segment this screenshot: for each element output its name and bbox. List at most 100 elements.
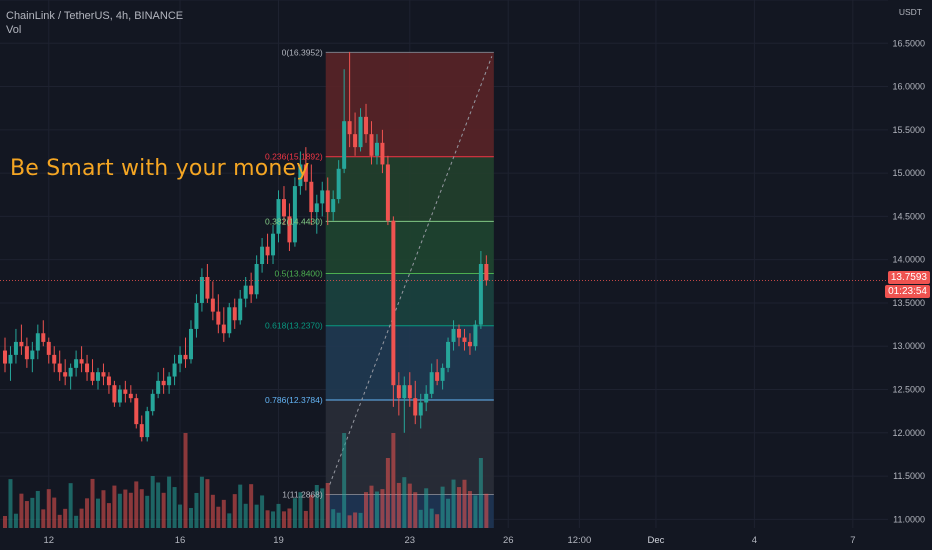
candle-body [353,134,358,148]
volume-bar [41,509,46,528]
candle [30,341,35,373]
candle-body [347,121,352,135]
candle-body [380,142,385,165]
volume-bar [364,492,369,528]
candle [188,320,193,364]
candle [342,69,347,174]
volume-bar [429,508,434,528]
candle [320,181,325,217]
candle [281,186,286,226]
candle-body [336,168,341,200]
fib-zone [325,400,494,495]
volume-bar [227,513,232,528]
price-tick-label: 15.0000 [892,168,925,178]
candle [210,281,215,321]
volume-indicator-label[interactable]: Vol [6,24,22,36]
candle-body [276,199,281,234]
candle [276,190,281,243]
candle-body [139,424,144,438]
volume-bar [52,497,57,528]
volume-bar [276,503,281,528]
volume-bar [19,493,24,528]
candle-body [117,389,122,403]
volume-bar [57,514,62,528]
time-tick-label: 4 [752,535,757,546]
price-tick-label: 16.5000 [892,38,925,48]
candle-body [79,359,84,364]
candle [374,134,379,165]
volume-bar [369,485,374,528]
candle-body [396,385,401,399]
volume-bar [3,516,7,528]
candle-body [292,186,297,243]
candle-body [265,246,270,256]
volume-bar [24,501,29,528]
time-tick-label: 7 [850,535,855,546]
candle-body [156,380,161,394]
volume-bar [123,489,128,528]
candle-body [413,398,418,416]
candle-body [188,328,193,360]
volume-bar [221,499,226,528]
volume-bar [440,486,445,528]
candle [407,372,412,407]
volume-bar [243,503,248,528]
candle [254,255,259,299]
candle-body [232,307,237,321]
volume-bar [298,492,303,528]
candle [63,359,68,386]
candle [178,346,183,373]
candle [385,155,390,226]
fib-zone [325,221,494,274]
candle [435,359,440,386]
volume-bar [325,482,330,528]
time-axis-bg [0,528,932,550]
candle-body [95,372,100,381]
candle-body [440,367,445,381]
volume-bar [101,490,106,528]
candle-body [30,350,35,360]
volume-bar [385,458,390,528]
candle-body [325,190,330,213]
candle [424,385,429,412]
candle-body [150,393,155,412]
candle [451,320,456,351]
volume-bar [342,433,347,528]
candle [19,324,24,355]
volume-bar [424,488,429,528]
volume-bar [68,483,73,528]
volume-bar [188,507,193,528]
volume-bar [467,491,472,528]
volume-bar [156,482,161,528]
volume-bar [287,508,292,528]
candle [150,389,155,416]
volume-bar [347,515,352,528]
candle [35,324,40,360]
candle-body [63,372,68,377]
candle-body [161,380,166,386]
volume-bar [139,489,144,528]
candle [205,264,210,303]
symbol-title[interactable]: ChainLink / TetherUS, 4h, BINANCE [6,10,184,22]
volume-bar [95,498,100,528]
volume-bar [396,482,401,528]
fib-level-label: 0.786(12.3784) [265,395,323,405]
volume-bar [374,491,379,528]
candle [402,376,407,433]
volume-bar [380,489,385,528]
fib-labels: 0(16.3952) 0.236(15.1892) 0.382(14.4430) 0.… [265,47,323,499]
candle-body [112,385,117,403]
volume-bar [74,515,79,528]
candle-body [123,389,128,394]
candle [117,385,122,407]
candle-body [484,264,489,281]
candle-body [145,411,150,438]
candle [167,372,172,394]
candle-body [210,298,215,312]
candle [462,328,467,351]
candle-body [435,372,440,381]
candle [123,380,128,403]
